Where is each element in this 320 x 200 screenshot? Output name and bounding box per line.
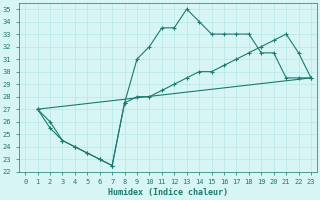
X-axis label: Humidex (Indice chaleur): Humidex (Indice chaleur) xyxy=(108,188,228,197)
